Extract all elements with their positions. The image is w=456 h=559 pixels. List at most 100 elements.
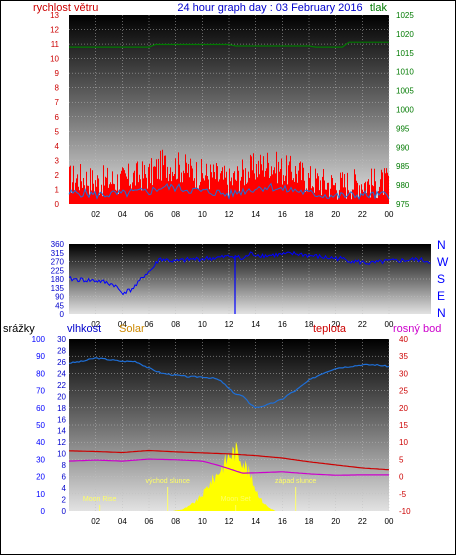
- humidity-tick-label: 22: [57, 381, 66, 390]
- pressure-tick-label: 1020: [396, 30, 414, 39]
- direction-series: [68, 250, 431, 314]
- time-tick-label: 04: [118, 517, 127, 526]
- time-tick-label: 00: [385, 210, 394, 219]
- time-tick-label: 20: [331, 210, 340, 219]
- humidity-tick-label: 12: [57, 438, 66, 447]
- event-label: Moon Rise: [83, 496, 117, 503]
- wind-speed-tick-label: 4: [55, 142, 60, 151]
- time-tick-label: 18: [305, 320, 314, 329]
- wind-speed-tick-label: 9: [55, 69, 60, 78]
- time-tick-label: 00: [385, 320, 394, 329]
- direction-tick-label: 225: [51, 266, 65, 275]
- pressure-tick-label: 1010: [396, 68, 414, 77]
- rain-tick-label: 80: [36, 369, 45, 378]
- time-tick-label: 10: [198, 517, 207, 526]
- direction-time-axis: 02 04 06 08 10 12 14 16 18 20 22 00: [91, 320, 394, 329]
- temperature-tick-label: 20: [399, 404, 408, 413]
- wind-speed-tick-label: 10: [50, 55, 59, 64]
- pressure-tick-label: 1025: [396, 11, 414, 20]
- time-tick-label: 18: [305, 210, 314, 219]
- rain-tick-label: 20: [36, 473, 45, 482]
- time-tick-label: 22: [358, 210, 367, 219]
- pressure-axis: 975 980 985 990 995 1000 1005 1010 1015 1020 1025: [396, 11, 414, 209]
- wind-speed-tick-label: 3: [55, 156, 60, 165]
- time-tick-label: 06: [145, 210, 154, 219]
- time-tick-label: 08: [171, 517, 180, 526]
- time-tick-label: 22: [358, 517, 367, 526]
- time-tick-label: 16: [278, 517, 287, 526]
- time-tick-label: 10: [198, 210, 207, 219]
- solar-series: [173, 441, 276, 511]
- time-tick-label: 12: [225, 320, 234, 329]
- compass-label: W: [437, 255, 449, 269]
- direction-tick-label: 180: [51, 275, 65, 284]
- humidity-axis-label: vlhkost: [67, 323, 101, 335]
- pressure-tick-label: 1005: [396, 87, 414, 96]
- temperature-tick-label: 40: [399, 335, 408, 344]
- pressure-tick-label: 975: [396, 200, 410, 209]
- wind-speed-tick-label: 0: [55, 200, 60, 209]
- time-tick-label: 14: [251, 517, 260, 526]
- time-tick-label: 00: [385, 517, 394, 526]
- time-tick-label: 06: [145, 320, 154, 329]
- wind-gust-series: [69, 149, 389, 204]
- temperature-tick-label: 30: [399, 369, 408, 378]
- wind-average-series: [68, 182, 390, 201]
- wind-speed-tick-label: 13: [50, 11, 59, 20]
- rain-tick-label: 70: [36, 387, 45, 396]
- time-tick-label: 12: [225, 517, 234, 526]
- time-tick-label: 14: [251, 320, 260, 329]
- solar-label: Solar: [119, 323, 145, 335]
- humidity-tick-label: 8: [62, 461, 67, 470]
- dew-point-axis-label: rosný bod: [393, 323, 441, 335]
- wind-speed-tick-label: 7: [55, 98, 60, 107]
- compass-label: S: [437, 272, 445, 286]
- time-tick-label: 04: [118, 210, 127, 219]
- wind-speed-tick-label: 2: [55, 171, 60, 180]
- humidity-series: [68, 357, 390, 409]
- rain-tick-label: 100: [32, 335, 46, 344]
- time-tick-label: 02: [91, 517, 100, 526]
- humidity-tick-label: 26: [57, 358, 66, 367]
- pressure-tick-label: 985: [396, 162, 410, 171]
- wind-speed-tick-label: 6: [55, 113, 60, 122]
- temperature-tick-label: -10: [399, 507, 411, 516]
- direction-plot-grid: [69, 244, 431, 314]
- humidity-tick-label: 6: [62, 473, 67, 482]
- astro-events: Moon Rise východ slunce Moon Set západ slun…: [83, 478, 316, 511]
- humidity-tick-label: 14: [57, 427, 66, 436]
- event-label: západ slunce: [275, 478, 316, 485]
- temperature-tick-label: -5: [399, 490, 407, 499]
- humidity-tick-label: 2: [62, 496, 67, 505]
- humidity-tick-label: 0: [62, 507, 67, 516]
- pressure-tick-label: 1000: [396, 106, 414, 115]
- pressure-tick-label: 980: [396, 181, 410, 190]
- rain-axis-label: srážky: [3, 323, 35, 335]
- chart-title: 24 hour graph day : 03 February 2016: [177, 2, 362, 14]
- temperature-tick-label: 15: [399, 421, 408, 430]
- temp-series: [68, 357, 390, 511]
- temperature-tick-label: 5: [399, 455, 404, 464]
- humidity-tick-label: 4: [62, 484, 67, 493]
- wind-series: [68, 41, 390, 204]
- rain-tick-label: 10: [36, 490, 45, 499]
- compass-label: E: [437, 289, 445, 303]
- time-tick-label: 16: [278, 320, 287, 329]
- temperature-tick-label: 0: [399, 473, 404, 482]
- rain-axis: 0 10 20 30 40 50 60 70 80 90 100: [32, 335, 46, 516]
- humidity-tick-label: 24: [57, 369, 66, 378]
- direction-tick-label: 270: [51, 258, 65, 267]
- humidity-tick-label: 18: [57, 404, 66, 413]
- rain-tick-label: 60: [36, 404, 45, 413]
- humidity-tick-label: 20: [57, 392, 66, 401]
- wind-time-axis: 02 04 06 08 10 12 14 16 18 20 22 00: [91, 210, 394, 219]
- temp-time-axis: 02 04 06 08 10 12 14 16 18 20 22 00: [91, 517, 394, 526]
- direction-compass-axis: N W S E N: [437, 238, 449, 320]
- dew-point-series: [68, 458, 389, 476]
- wind-speed-axis-label: rychlost větru: [33, 2, 98, 14]
